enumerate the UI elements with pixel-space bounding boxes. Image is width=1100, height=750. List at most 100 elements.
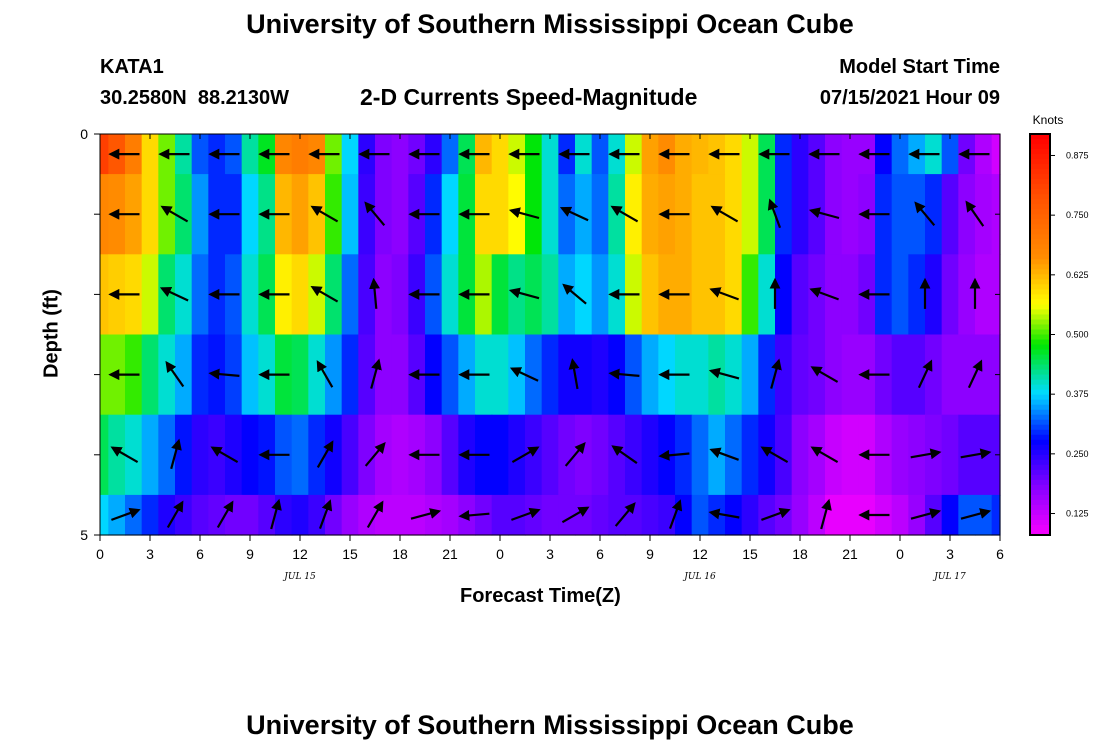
colorbar-segment (1030, 189, 1050, 195)
x-tick-label: 0 (896, 546, 904, 562)
current-vector (511, 507, 541, 521)
heatmap-cell (291, 174, 309, 255)
heatmap-cell (558, 494, 576, 536)
heatmap-cell (975, 334, 993, 416)
heatmap-cell (341, 494, 359, 536)
current-vector (708, 508, 740, 520)
heatmap-cell (741, 334, 759, 416)
heatmap-cell (191, 254, 209, 336)
heatmap-cell (241, 174, 259, 255)
colorbar-segment (1030, 524, 1050, 531)
heatmap-cell (958, 254, 976, 336)
heatmap-cell (158, 254, 176, 336)
colorbar-segment (1030, 379, 1050, 386)
colorbar-segment (1030, 409, 1050, 416)
heatmap-cell (791, 414, 809, 496)
heatmap-cell (391, 414, 409, 496)
heatmap-cell (825, 174, 843, 255)
heatmap-cell (541, 334, 559, 416)
x-tick-label: 15 (342, 546, 358, 562)
current-vector (370, 358, 382, 389)
current-vector (910, 448, 942, 460)
current-vector (208, 368, 240, 380)
x-tick-label: 6 (996, 546, 1004, 562)
heatmap-cell (441, 254, 459, 336)
heatmap-cell (558, 254, 576, 336)
x-tick-label: 9 (646, 546, 654, 562)
current-vector (770, 358, 782, 389)
heatmap-cell (258, 494, 276, 536)
heatmap-cell (691, 134, 709, 175)
heatmap-cell (508, 494, 526, 536)
colorbar-segment (1030, 179, 1050, 185)
heatmap-cell (558, 334, 576, 416)
colorbar-segment (1030, 399, 1050, 406)
heatmap-cell (191, 174, 209, 255)
heatmap-cell (741, 174, 759, 255)
current-vector (165, 360, 185, 388)
heatmap-cell (175, 334, 193, 416)
heatmap-cell (525, 414, 543, 496)
heatmap-cell (691, 414, 709, 496)
colorbar-tick-label: 0.875 (1066, 150, 1089, 160)
heatmap-cell (825, 414, 843, 496)
colorbar-segment (1030, 349, 1050, 356)
current-vector (564, 442, 586, 467)
current-vector (708, 367, 740, 380)
current-vector (508, 287, 540, 300)
current-vector (614, 502, 636, 527)
heatmap-cell (841, 494, 859, 536)
y-tick-label: 0 (80, 126, 88, 142)
colorbar-segment (1030, 194, 1050, 200)
colorbar-segment (1030, 454, 1050, 461)
x-axis-label: Forecast Time(Z) (460, 585, 621, 607)
colorbar-segment (1030, 424, 1050, 431)
current-vector (610, 205, 639, 223)
current-vector (369, 277, 380, 309)
x-tick-label: 6 (196, 546, 204, 562)
colorbar-segment (1030, 209, 1050, 215)
current-vector (658, 449, 690, 461)
heatmap-cell (225, 494, 243, 536)
heatmap-cell (541, 174, 559, 255)
heatmap-cell (791, 254, 809, 336)
heatmap-cell (691, 174, 709, 255)
current-vector (914, 201, 936, 227)
heatmap-cell (208, 414, 226, 496)
current-vector (458, 509, 490, 521)
heatmap-cell (441, 134, 459, 175)
heatmap-cell (591, 174, 609, 255)
heatmap-cell (491, 174, 509, 255)
colorbar-segment (1030, 294, 1050, 301)
heatmap-cell (891, 414, 909, 496)
heatmap-cell (441, 334, 459, 416)
current-vector (310, 286, 339, 303)
colorbar-segment (1030, 474, 1050, 481)
heatmap-cell (641, 414, 659, 496)
heatmap-cell (525, 494, 543, 536)
colorbar-segment (1030, 159, 1050, 165)
heatmap-cell (791, 134, 809, 175)
heatmap-cell (491, 134, 509, 175)
current-vector (318, 499, 333, 529)
colorbar-segment (1030, 509, 1050, 516)
current-vector (310, 205, 339, 223)
heatmap-cell (175, 414, 193, 496)
current-vector (210, 446, 239, 464)
heatmap-cell (375, 414, 393, 496)
heatmap-cell (291, 134, 309, 175)
heatmap-cell (358, 254, 376, 336)
current-vector (111, 507, 141, 521)
colorbar-label: Knots (1033, 113, 1064, 127)
colorbar-segment (1030, 419, 1050, 426)
colorbar-segment (1030, 314, 1050, 321)
heatmap-cell (508, 334, 526, 416)
x-tick-label: 3 (146, 546, 154, 562)
heatmap-cell (741, 254, 759, 336)
colorbar-tick-label: 0.500 (1066, 330, 1089, 340)
heatmap-cell (158, 494, 176, 536)
heatmap-cell (591, 414, 609, 496)
heatmap-cell (325, 494, 343, 536)
heatmap-cell (141, 254, 159, 336)
